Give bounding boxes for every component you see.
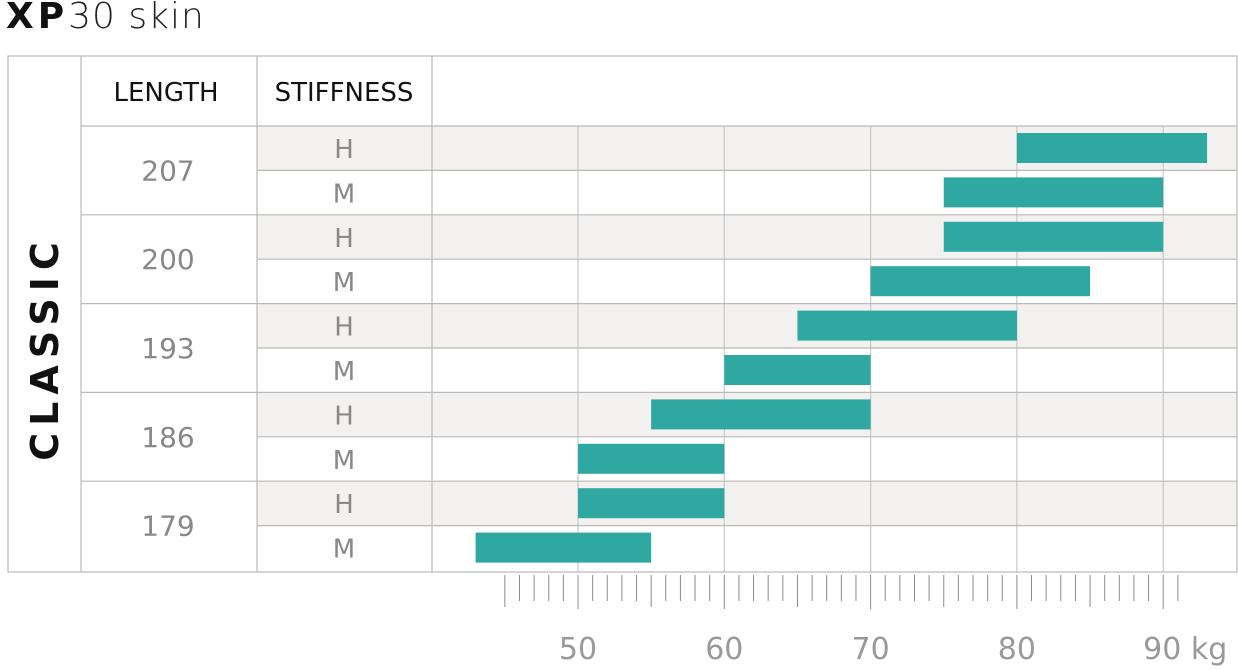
stiffness-label: H [334,490,354,520]
stiffness-label: H [334,401,354,431]
stiffness-label: M [333,446,355,476]
weight-range-bar [651,399,871,430]
table-border [7,55,1238,573]
weight-range-bar [724,355,871,385]
weight-range-bar [943,221,1164,252]
row-stripe [257,303,1237,348]
weight-range-bar [870,266,1091,297]
stiffness-label: M [333,179,355,209]
weight-range-bar [578,488,725,519]
x-axis: 50 60 70 80 90 kg [504,575,1227,667]
stiffness-label: M [333,357,355,387]
weight-range-bar [797,310,1017,341]
header-length: LENGTH [113,78,218,108]
weight-range-bar [1016,133,1208,163]
length-label: 179 [141,510,194,543]
length-label: 186 [141,421,194,454]
weight-range-bar [578,443,725,474]
table-lines [7,55,1238,573]
stiffness-label: H [334,313,354,343]
tick-label: 50 [559,632,597,667]
title-model: 30 skin [68,0,205,37]
category-label: CLASSIC [23,235,67,461]
length-label: 200 [141,243,194,276]
weight-range-bar [943,177,1164,208]
tick-label: 80 [998,632,1036,667]
length-label: 207 [141,154,194,187]
stiffness-label: M [333,268,355,298]
weight-bars [475,133,1208,563]
header-stiffness: STIFFNESS [275,78,414,108]
stiffness-label: M [333,535,355,565]
length-label: 193 [141,332,194,365]
title-brand: XP [6,0,69,37]
table-text: LENGTH STIFFNESS CLASSIC H207MH200MH193M… [23,78,413,565]
tick-label: 90 kg [1143,632,1227,667]
tick-label: 70 [852,632,890,667]
stiffness-label: H [334,135,354,165]
tick-label: 60 [705,632,743,667]
stiffness-label: H [334,224,354,254]
row-stripe [257,481,1237,526]
weight-range-bar [475,532,652,563]
chart-title: XP30 skin [6,0,205,40]
